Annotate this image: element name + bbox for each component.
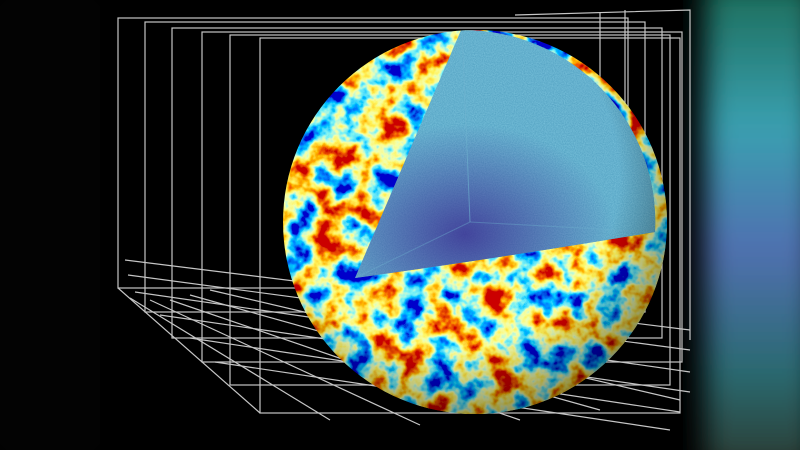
- sphere: [283, 30, 667, 414]
- floor-line: [149, 299, 421, 426]
- side-glow: [705, 0, 800, 450]
- floor-line: [129, 297, 331, 421]
- frame: [514, 9, 691, 340]
- sphere-shade: [283, 30, 667, 414]
- left-glow: [0, 0, 100, 450]
- floor-line: [117, 287, 261, 414]
